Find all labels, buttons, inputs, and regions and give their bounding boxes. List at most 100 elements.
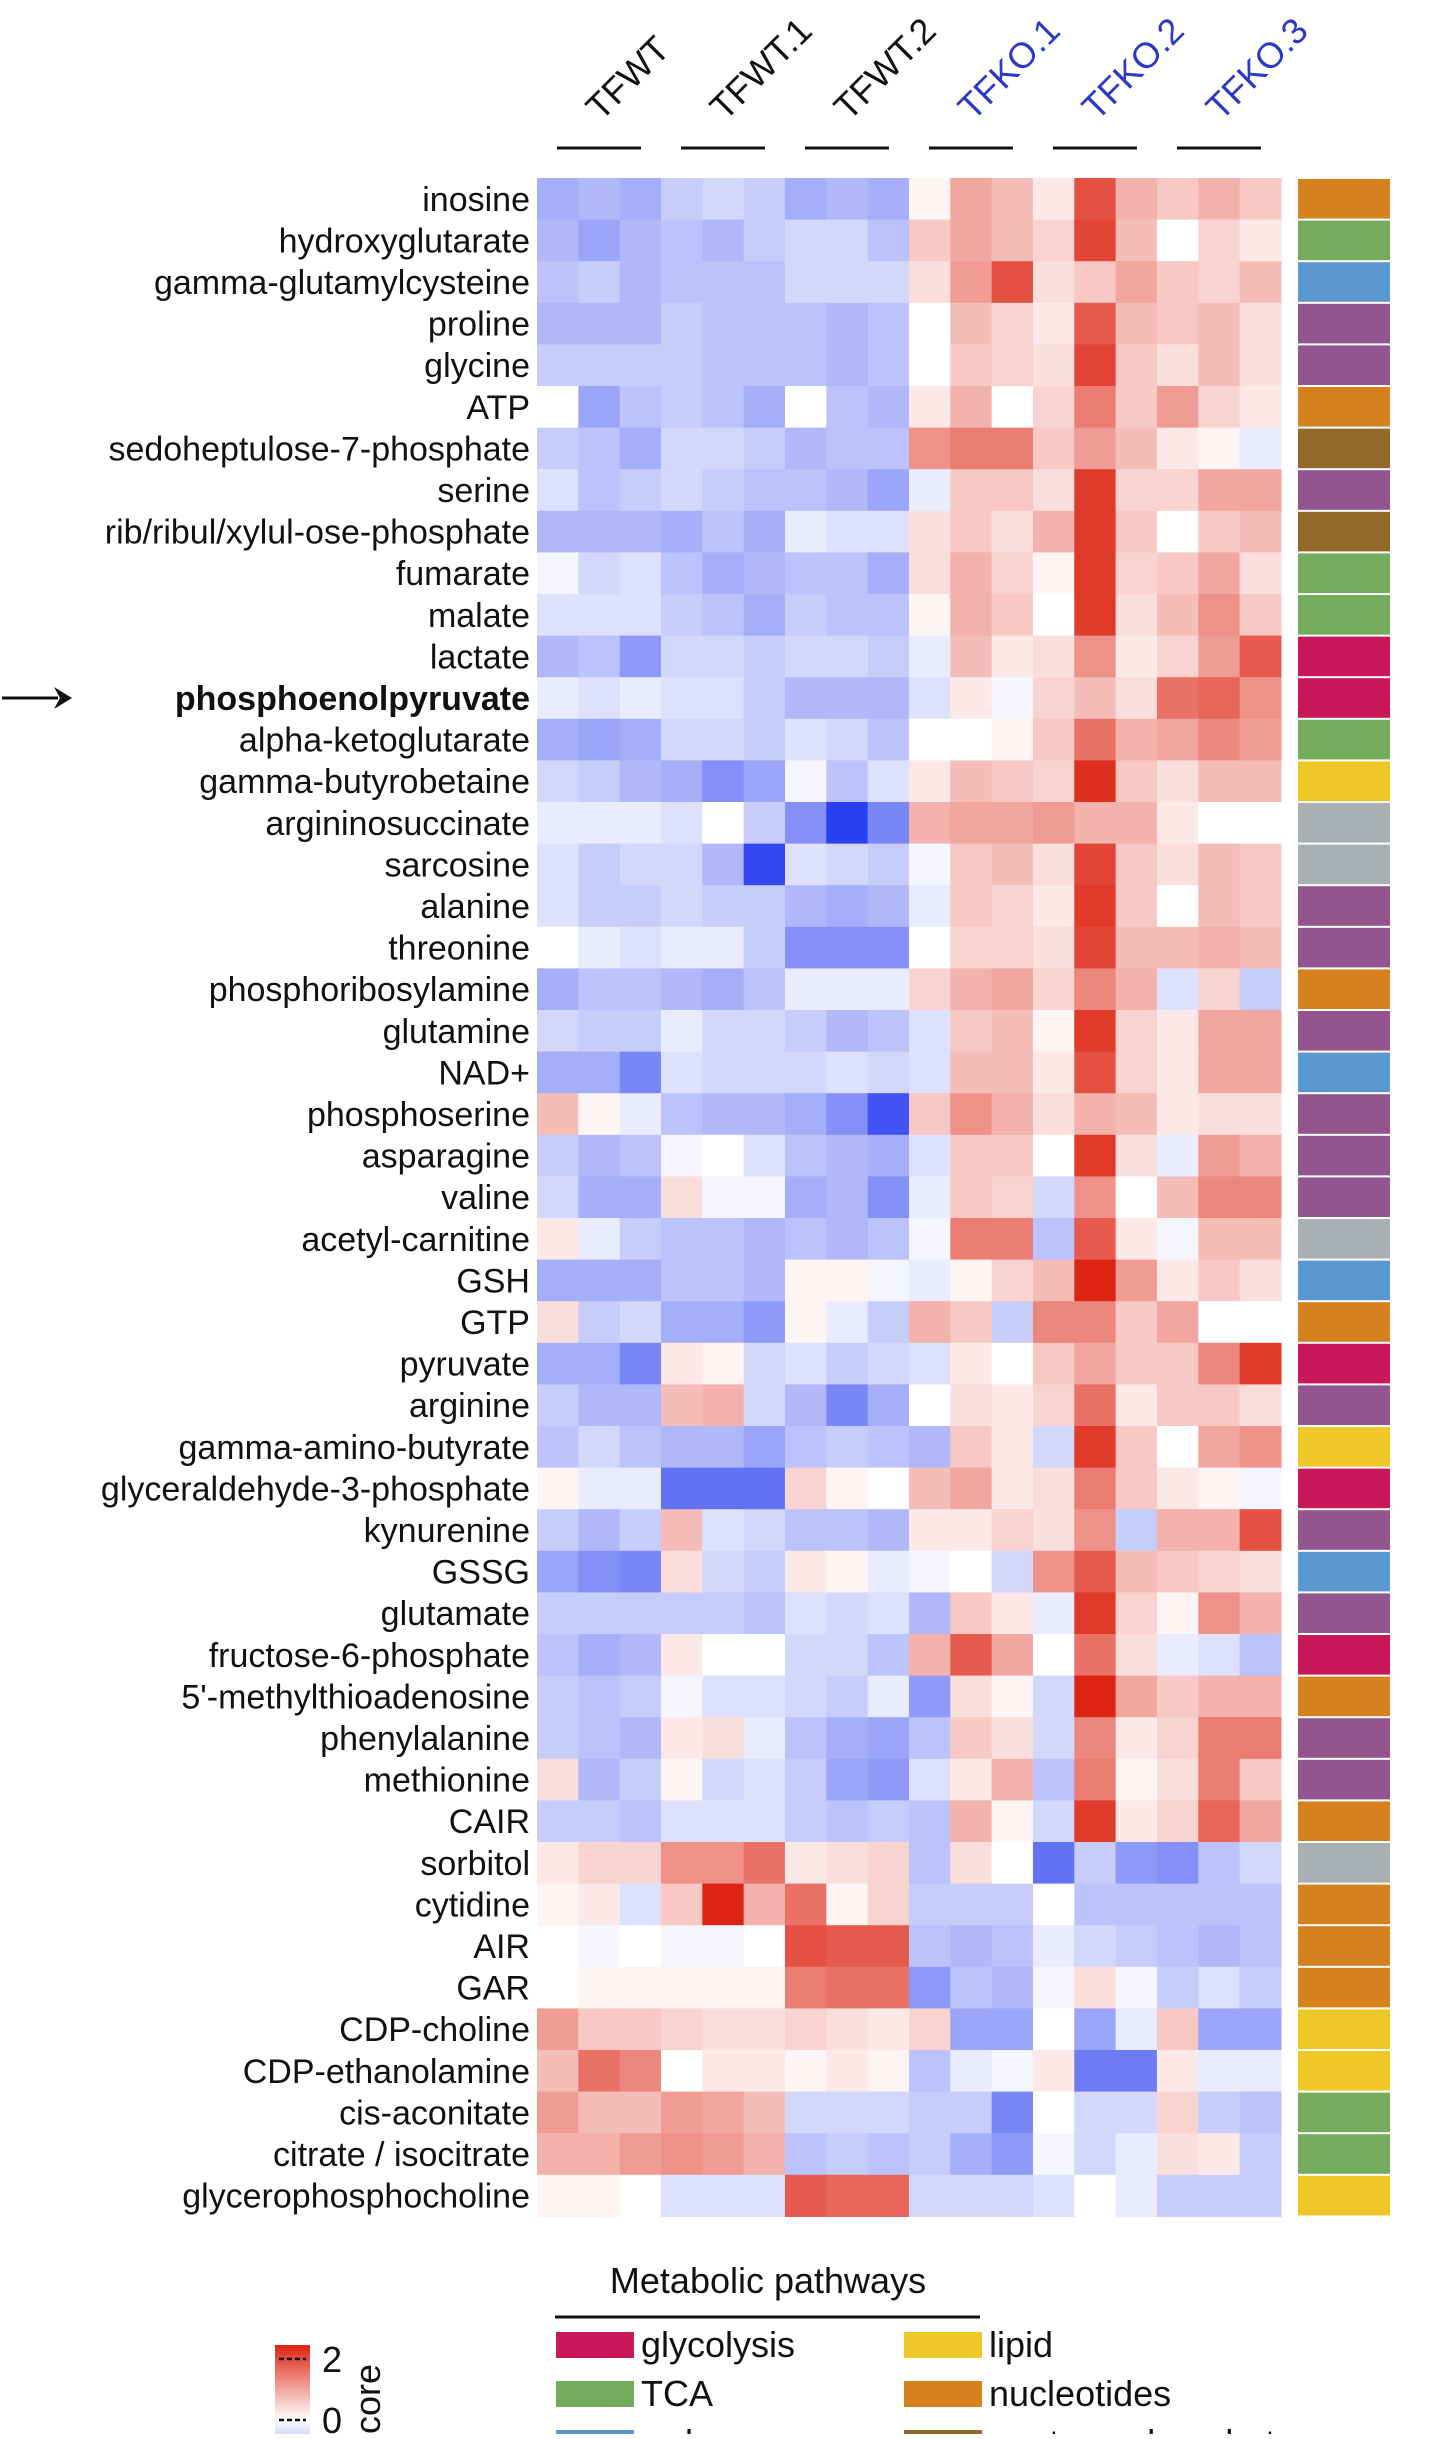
- cell-valine-3: [619, 1176, 662, 1219]
- cell-asparagine-16: [1156, 1134, 1199, 1177]
- pathway-bar-serine: [1298, 470, 1390, 510]
- cell-cytidine-14: [1074, 1883, 1117, 1926]
- cell-valine-2: [578, 1176, 621, 1219]
- cell-arginine-15: [1115, 1384, 1158, 1427]
- pathway-bar-pyruvate: [1298, 1343, 1390, 1384]
- cell-gamma-amino-butyrate-11: [950, 1426, 993, 1469]
- cell-phosphoserine-12: [991, 1093, 1034, 1136]
- row-label-glycerophosphocholine: glycerophosphocholine: [182, 2178, 530, 2216]
- cell-sarcosine-5: [702, 843, 745, 886]
- cell-methionine-2: [578, 1758, 621, 1801]
- row-label-atp: ATP: [466, 389, 530, 427]
- cell-phosphoribosylamine-1: [537, 968, 579, 1011]
- cell-glycine-3: [619, 344, 662, 387]
- cell-lactate-3: [619, 635, 662, 678]
- pathway-bar-phenylalanine: [1298, 1718, 1390, 1758]
- cell-asparagine-7: [784, 1134, 827, 1177]
- cell-cis-aconitate-13: [1032, 2091, 1075, 2134]
- cell-phenylalanine-9: [867, 1717, 910, 1760]
- cell-asparagine-18: [1239, 1134, 1282, 1177]
- cell-gamma-glutamylcysteine-15: [1115, 261, 1158, 304]
- cell-cdp-choline-18: [1239, 2008, 1282, 2051]
- row-label-fructose-6-phosphate: fructose-6-phosphate: [209, 1637, 530, 1675]
- cell-5-methylthioadenosine-2: [578, 1675, 621, 1718]
- cell-phosphoenolpyruvate-12: [991, 677, 1034, 720]
- cell-sorbitol-12: [991, 1842, 1034, 1885]
- cell-fructose-6-phosphate-14: [1074, 1634, 1117, 1677]
- cell-cdp-choline-1: [537, 2008, 579, 2051]
- cell-sarcosine-3: [619, 843, 662, 886]
- cell-cdp-choline-2: [578, 2008, 621, 2051]
- cell-rib-ribul-xylul-ose-phosphate-2: [578, 510, 621, 553]
- cell-gar-14: [1074, 1966, 1117, 2009]
- cell-gar-2: [578, 1966, 621, 2009]
- cell-kynurenine-7: [784, 1509, 827, 1552]
- row-label-argininosuccinate: argininosuccinate: [265, 805, 530, 843]
- cell-glycerophosphocholine-13: [1032, 2174, 1075, 2217]
- cell-atp-16: [1156, 386, 1199, 429]
- cell-glutamate-12: [991, 1592, 1034, 1635]
- cell-phosphoenolpyruvate-16: [1156, 677, 1199, 720]
- cell-glycerophosphocholine-18: [1239, 2174, 1282, 2217]
- cell-cdp-choline-5: [702, 2008, 745, 2051]
- cell-phosphoenolpyruvate-15: [1115, 677, 1158, 720]
- pathway-bar-sarcosine: [1298, 844, 1390, 885]
- cell-argininosuccinate-4: [660, 802, 703, 845]
- pathway-bar-sedoheptulose-7-phosphate: [1298, 428, 1390, 469]
- cell-sarcosine-18: [1239, 843, 1282, 886]
- cell-glycine-14: [1074, 344, 1117, 387]
- cell-glycerophosphocholine-12: [991, 2174, 1034, 2217]
- cell-cytidine-5: [702, 1883, 745, 1926]
- cell-cair-2: [578, 1800, 621, 1843]
- cell-acetyl-carnitine-7: [784, 1218, 827, 1261]
- cell-cdp-choline-6: [743, 2008, 786, 2051]
- cell-gamma-amino-butyrate-12: [991, 1426, 1034, 1469]
- cell-phenylalanine-10: [908, 1717, 951, 1760]
- cell-gssg-1: [537, 1550, 579, 1593]
- row-label-gamma-butyrobetaine: gamma-butyrobetaine: [199, 763, 530, 801]
- cell-phosphoenolpyruvate-7: [784, 677, 827, 720]
- cell-gamma-glutamylcysteine-8: [826, 261, 869, 304]
- cell-phenylalanine-6: [743, 1717, 786, 1760]
- cell-5-methylthioadenosine-7: [784, 1675, 827, 1718]
- cell-acetyl-carnitine-2: [578, 1218, 621, 1261]
- cell-gamma-butyrobetaine-4: [660, 760, 703, 803]
- cell-sarcosine-15: [1115, 843, 1158, 886]
- cell-fumarate-4: [660, 552, 703, 595]
- cell-proline-4: [660, 302, 703, 345]
- cell-hydroxyglutarate-4: [660, 219, 703, 262]
- cell-gar-15: [1115, 1966, 1158, 2009]
- cell-cair-3: [619, 1800, 662, 1843]
- cell-phosphoribosylamine-17: [1198, 968, 1241, 1011]
- cell-inosine-18: [1239, 178, 1282, 221]
- cell-fumarate-18: [1239, 552, 1282, 595]
- cell-gar-17: [1198, 1966, 1241, 2009]
- cell-threonine-12: [991, 926, 1034, 969]
- cell-sorbitol-7: [784, 1842, 827, 1885]
- pathway-bar-phosphoserine: [1298, 1094, 1390, 1134]
- cell-glycine-18: [1239, 344, 1282, 387]
- cell-air-15: [1115, 1925, 1158, 1968]
- cell-citrate-isocitrate-1: [537, 2133, 579, 2176]
- pathway-bar-cdp-choline: [1298, 2009, 1390, 2049]
- cell-gamma-butyrobetaine-9: [867, 760, 910, 803]
- cell-gamma-glutamylcysteine-3: [619, 261, 662, 304]
- cell-acetyl-carnitine-1: [537, 1218, 579, 1261]
- cell-nad-3: [619, 1051, 662, 1094]
- row-label-gar: GAR: [456, 1970, 530, 2008]
- cell-sedoheptulose-7-phosphate-7: [784, 427, 827, 470]
- cell-cis-aconitate-5: [702, 2091, 745, 2134]
- cell-cis-aconitate-10: [908, 2091, 951, 2134]
- pathway-bar-cytidine: [1298, 1884, 1390, 1925]
- cell-nad-16: [1156, 1051, 1199, 1094]
- cell-sorbitol-9: [867, 1842, 910, 1885]
- cell-cytidine-17: [1198, 1883, 1241, 1926]
- row-label-alanine: alanine: [420, 888, 530, 926]
- cell-alpha-ketoglutarate-18: [1239, 718, 1282, 761]
- cell-threonine-18: [1239, 926, 1282, 969]
- cell-glutamine-9: [867, 1010, 910, 1053]
- cell-glyceraldehyde-3-phosphate-15: [1115, 1467, 1158, 1510]
- cell-phosphoenolpyruvate-3: [619, 677, 662, 720]
- cell-fumarate-15: [1115, 552, 1158, 595]
- cell-glycine-7: [784, 344, 827, 387]
